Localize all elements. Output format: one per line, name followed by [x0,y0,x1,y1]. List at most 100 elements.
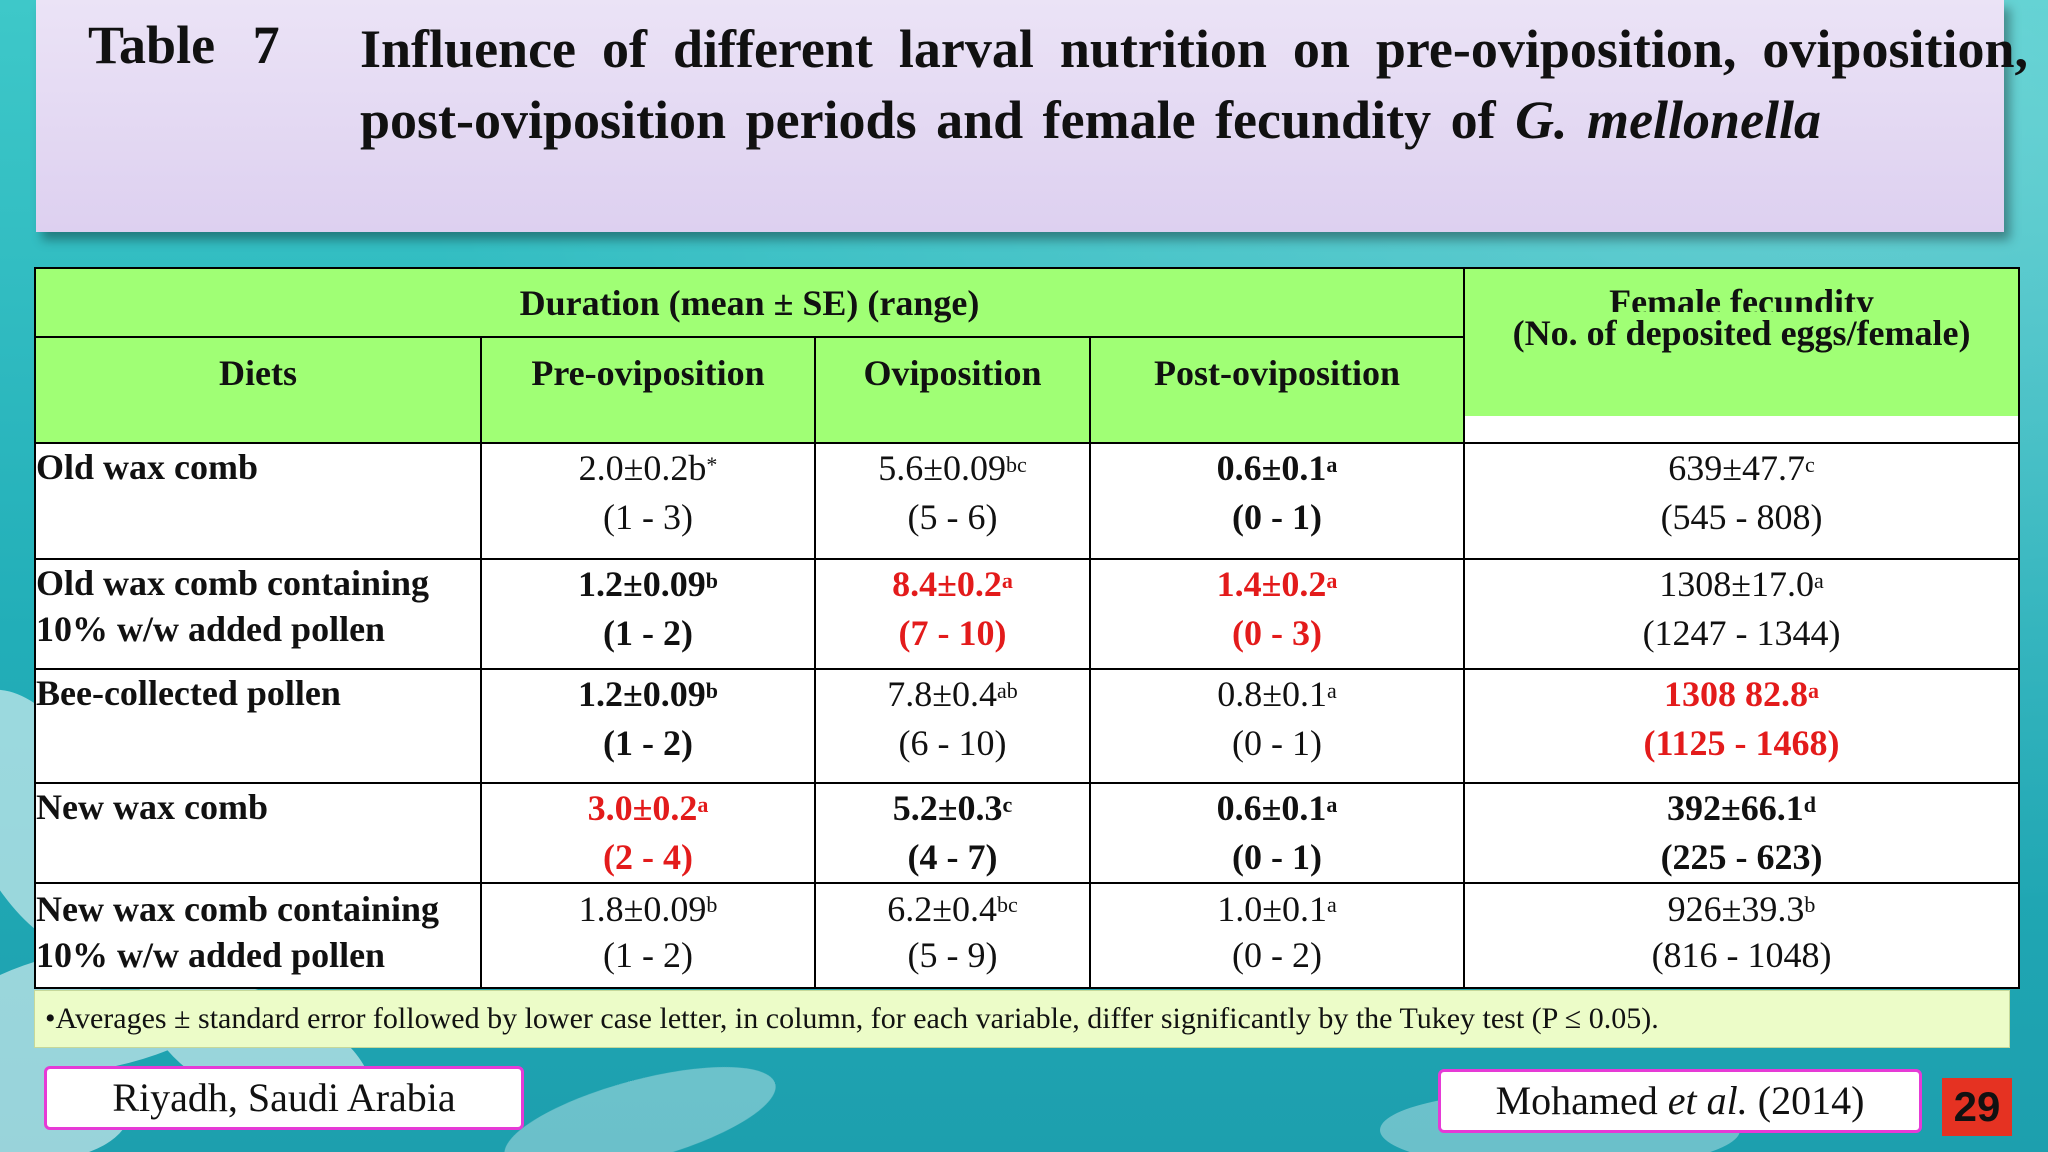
significance-letter: a [697,792,709,817]
title-main: Influence of different larval nutrition … [360,19,2028,150]
table-row: New wax comb containing 10% w/w added pol… [34,882,2021,989]
header-oviposition: Oviposition [814,336,1091,444]
cell-range: (1 - 3) [603,497,693,537]
cell-value: 0.6±0.1 [1216,788,1327,828]
significance-letter: a [1001,568,1013,593]
cell-value: 3.0±0.2 [587,788,698,828]
diet-cell: New wax comb containing 10% w/w added pol… [34,882,482,989]
oviposition-cell: 8.4±0.2a (7 - 10) [814,558,1091,670]
cell-value: 1.0±0.1 [1217,889,1328,929]
cell-value: 639±47.7 [1668,448,1806,488]
cell-range: (1125 - 1468) [1643,723,1840,763]
table-number-label: Table 7 [88,15,280,75]
cell-range: (6 - 10) [898,723,1007,763]
pre-oviposition-cell: 3.0±0.2a (2 - 4) [480,782,816,884]
cell-range: (545 - 808) [1660,497,1823,537]
pre-oviposition-cell: 1.8±0.09b (1 - 2) [480,882,816,989]
footnote: •Averages ± standard error followed by l… [34,990,2010,1048]
significance-letter: a [1814,568,1824,593]
header-fecundity-unit: (No. of deposited eggs/female) [1463,310,2021,418]
oviposition-cell: 5.2±0.3c (4 - 7) [814,782,1091,884]
significance-letter: a [1808,678,1820,703]
cell-value: 1.2±0.09 [577,674,706,714]
cell-range: (225 - 623) [1660,837,1823,877]
pre-oviposition-cell: 1.2±0.09b (1 - 2) [480,668,816,784]
table-row: Old wax comb 2.0±0.2b* (1 - 3) 5.6±0.09bc… [34,442,2021,560]
table-row: Bee-collected pollen 1.2±0.09b (1 - 2) 7.… [34,668,2021,784]
cell-value: 926±39.3 [1667,889,1805,929]
table-row: Old wax comb containing 10% w/w added pol… [34,558,2021,670]
cell-value: 2.0±0.2b [578,448,707,488]
significance-letter: b [705,678,718,703]
title-species: G. mellonella [1515,90,1822,150]
fecundity-cell: 1308 82.8a (1125 - 1468) [1463,668,2021,784]
significance-letter: b [706,892,718,917]
location-label: Riyadh, Saudi Arabia [44,1066,524,1130]
significance-letter: bc [997,892,1018,917]
significance-letter: * [706,452,718,477]
citation-label: Mohamed et al. (2014) [1438,1069,1922,1133]
cell-value: 0.6±0.1 [1216,448,1327,488]
post-oviposition-cell: 0.8±0.1a (0 - 1) [1088,668,1466,784]
post-oviposition-cell: 0.6±0.1a (0 - 1) [1088,442,1466,560]
cell-range: (0 - 3) [1232,613,1322,653]
significance-letter: b [705,568,718,593]
citation-author: Mohamed [1495,1078,1658,1123]
diet-cell: New wax comb [34,782,482,884]
significance-letter: a [1326,568,1338,593]
header-diets: Diets [34,336,482,444]
post-oviposition-cell: 0.6±0.1a (0 - 1) [1088,782,1466,884]
diet-name-line2: 10% w/w added pollen [36,935,386,975]
fecundity-cell: 639±47.7c (545 - 808) [1463,442,2021,560]
pre-oviposition-cell: 2.0±0.2b* (1 - 3) [480,442,816,560]
diet-name: Old wax comb containing [36,563,430,603]
significance-letter: a [1326,452,1338,477]
post-oviposition-cell: 1.0±0.1a (0 - 2) [1088,882,1466,989]
diet-cell: Old wax comb [34,442,482,560]
cell-range: (0 - 1) [1232,837,1322,877]
significance-letter: c [1002,792,1013,817]
cell-range: (816 - 1048) [1651,935,1832,975]
citation-etal: et al. [1667,1078,1748,1123]
cell-value: 6.2±0.4 [887,889,997,929]
significance-letter: d [1803,792,1817,817]
diet-name: Old wax comb [36,447,259,487]
post-oviposition-cell: 1.4±0.2a (0 - 3) [1088,558,1466,670]
diet-cell: Bee-collected pollen [34,668,482,784]
cell-value: 1308 82.8 [1664,674,1809,714]
cell-value: 0.8±0.1 [1217,674,1328,714]
diet-cell: Old wax comb containing 10% w/w added pol… [34,558,482,670]
significance-letter: bc [1006,452,1027,477]
cell-value: 5.2±0.3 [892,788,1003,828]
cell-value: 7.8±0.4 [887,674,997,714]
cell-range: (7 - 10) [898,613,1007,653]
page-number-badge: 29 [1942,1078,2012,1136]
significance-letter: ab [997,678,1018,703]
fecundity-cell: 926±39.3b (816 - 1048) [1463,882,2021,989]
cell-range: (1 - 2) [603,613,693,653]
cell-value: 1.8±0.09 [578,889,707,929]
cell-value: 1308±17.0 [1659,564,1815,604]
nutrition-table: Duration (mean ± SE) (range) Female fecu… [33,267,2021,989]
cell-range: (0 - 1) [1232,497,1322,537]
cell-value: 5.6±0.09 [878,448,1006,488]
cell-range: (5 - 6) [907,497,998,537]
significance-letter: c [1805,452,1815,477]
oviposition-cell: 6.2±0.4bc (5 - 9) [814,882,1091,989]
cell-range: (1 - 2) [603,723,693,763]
cell-value: 8.4±0.2 [892,564,1002,604]
cell-range: (0 - 1) [1232,723,1322,763]
cell-range: (5 - 9) [907,935,998,975]
oviposition-cell: 5.6±0.09bc (5 - 6) [814,442,1091,560]
fecundity-cell: 1308±17.0a (1247 - 1344) [1463,558,2021,670]
diet-name: New wax comb [36,787,268,827]
diet-name: New wax comb containing [36,889,439,929]
cell-value: 1.4±0.2 [1216,564,1327,604]
significance-letter: b [1804,892,1816,917]
cell-range: (4 - 7) [907,837,998,877]
header-duration: Duration (mean ± SE) (range) [33,267,1466,338]
cell-range: (1247 - 1344) [1642,613,1841,653]
significance-letter: a [1327,678,1337,703]
cell-range: (1 - 2) [603,935,693,975]
significance-letter: a [1327,892,1337,917]
